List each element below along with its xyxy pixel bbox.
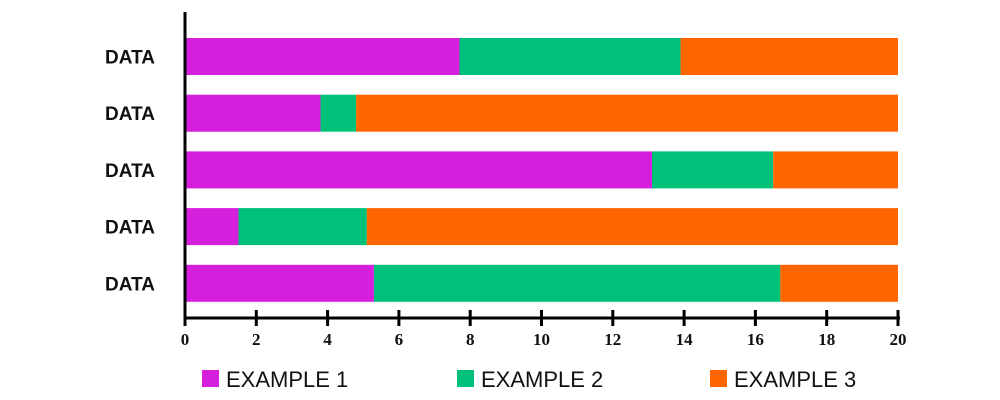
legend-label-3: EXAMPLE 3: [734, 367, 856, 392]
x-tick-label: 8: [466, 330, 475, 349]
x-tick-label: 18: [818, 330, 835, 349]
bar-segment-2: [238, 208, 367, 246]
bar-segment-1: [185, 264, 374, 302]
x-tick-label: 14: [676, 330, 694, 349]
bar-segment-2: [373, 264, 781, 302]
bar-segment-1: [185, 38, 460, 75]
bar-segment-3: [680, 38, 898, 75]
legend-swatch-1: [202, 370, 219, 387]
legend-swatch-3: [710, 370, 727, 387]
legend-label-2: EXAMPLE 2: [481, 367, 603, 392]
legend-label-1: EXAMPLE 1: [226, 367, 348, 392]
x-tick-label: 0: [181, 330, 190, 349]
bar-segment-2: [459, 38, 681, 75]
bar-segment-2: [320, 94, 357, 132]
x-tick-label: 10: [533, 330, 550, 349]
x-tick-label: 16: [747, 330, 764, 349]
x-tick-label: 12: [604, 330, 621, 349]
x-tick-label: 20: [890, 330, 907, 349]
category-label: DATA: [105, 274, 155, 295]
legend-swatch-2: [457, 370, 474, 387]
x-tick-label: 2: [252, 330, 261, 349]
category-label: DATA: [105, 218, 155, 239]
category-label: DATA: [105, 48, 155, 69]
bar-segment-1: [185, 208, 239, 246]
bar-segment-3: [356, 94, 898, 132]
bar-segment-1: [185, 151, 653, 189]
x-tick-label: 4: [323, 330, 332, 349]
bar-segment-3: [780, 264, 898, 302]
bar-segment-1: [185, 94, 321, 132]
category-label: DATA: [105, 161, 155, 182]
x-tick-label: 6: [395, 330, 404, 349]
bar-segment-2: [652, 151, 774, 189]
category-label: DATA: [105, 104, 155, 125]
bar-segment-3: [773, 151, 898, 189]
bar-segment-3: [366, 208, 898, 246]
